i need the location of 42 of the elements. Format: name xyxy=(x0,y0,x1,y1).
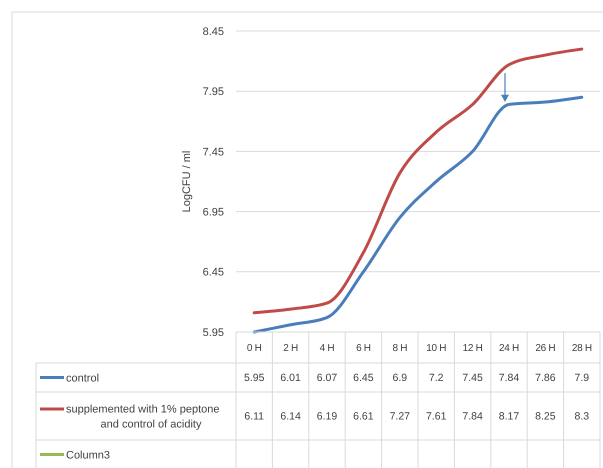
data-label: 6.45 xyxy=(353,372,374,384)
x-tick-label: 28 H xyxy=(572,343,592,354)
y-tick-label: 7.45 xyxy=(202,146,224,158)
x-tick-label: 10 H xyxy=(426,343,446,354)
data-label: 7.9 xyxy=(574,372,590,384)
data-label: 6.07 xyxy=(316,372,338,384)
data-label: 6.14 xyxy=(280,410,301,423)
y-tick-label: 5.95 xyxy=(202,326,224,339)
data-label: 8.25 xyxy=(535,410,556,423)
y-tick-label: 8.45 xyxy=(202,26,224,38)
data-label: 7.84 xyxy=(462,410,483,423)
data-label: 7.61 xyxy=(426,410,447,423)
x-tick-label: 4 H xyxy=(320,343,334,354)
y-tick-label: 6.95 xyxy=(202,206,224,218)
data-label: 5.95 xyxy=(244,372,265,384)
x-tick-label: 2 H xyxy=(283,343,298,354)
legend-label: Column3 xyxy=(66,449,110,462)
y-axis-title: LogCFU / ml xyxy=(181,150,193,212)
x-tick-label: 26 H xyxy=(535,343,556,354)
data-label: 8.3 xyxy=(574,410,590,423)
x-tick-label: 0 H xyxy=(246,343,262,354)
x-tick-label: 24 H xyxy=(499,343,520,354)
y-tick-label: 7.95 xyxy=(202,86,224,98)
y-tick-label: 6.45 xyxy=(202,266,224,279)
data-label: 7.84 xyxy=(498,372,520,384)
x-tick-label: 6 H xyxy=(356,343,371,354)
x-tick-label: 12 H xyxy=(462,343,483,354)
x-tick-label: 8 H xyxy=(392,343,408,354)
data-label: 6.01 xyxy=(280,372,301,384)
data-label: 7.27 xyxy=(390,410,410,423)
data-label: 7.86 xyxy=(535,372,556,384)
line-series xyxy=(252,96,584,334)
data-label: 7.45 xyxy=(462,372,483,384)
line-series xyxy=(252,48,584,314)
legend-label: control xyxy=(66,372,100,384)
data-label: 6.11 xyxy=(244,410,264,423)
data-label: 7.2 xyxy=(428,372,444,384)
data-label: 6.19 xyxy=(316,410,338,423)
data-label: 6.9 xyxy=(392,372,408,384)
legend-label: supplemented with 1% peptone and control of acidity xyxy=(66,403,220,430)
data-label: 6.61 xyxy=(353,410,374,423)
data-label: 8.17 xyxy=(498,410,520,423)
